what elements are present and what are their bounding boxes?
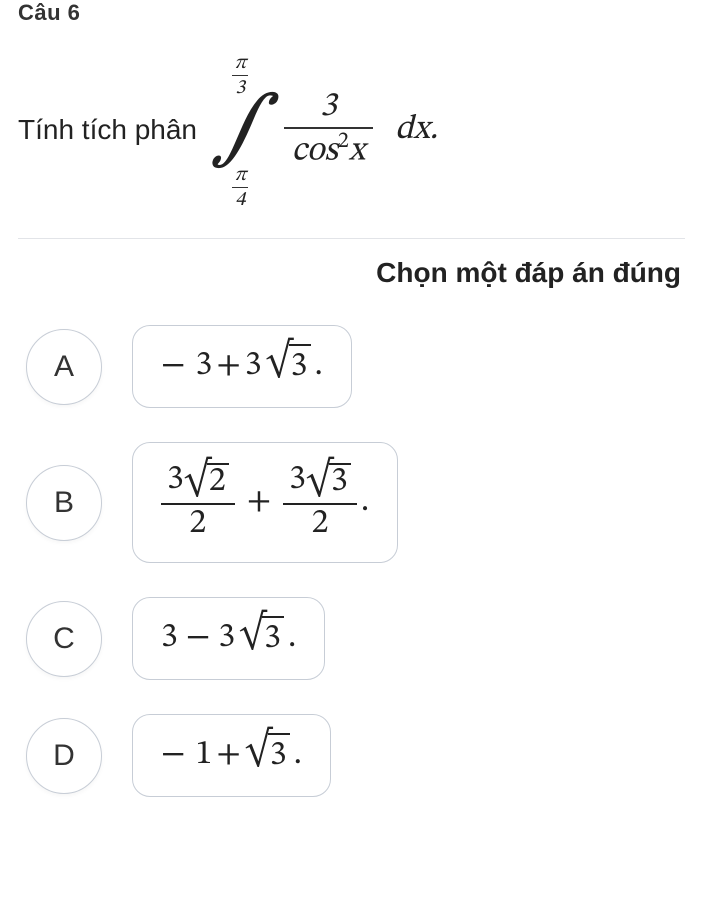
opt-a-part1: 3 <box>195 345 212 388</box>
opt-d-radicand: 3 <box>268 733 290 778</box>
exponent: 2 <box>338 131 349 153</box>
option-b: B 3√2 2 + 3√3 2 . <box>26 442 685 563</box>
option-d: D − 1 + √3 . <box>26 714 685 797</box>
question-number: Câu 6 <box>18 0 685 26</box>
opt-b-plus: + <box>247 481 271 524</box>
option-c-button[interactable]: C <box>26 601 102 677</box>
opt-b-t2-den: 2 <box>306 505 335 545</box>
cos-text: cos <box>292 135 338 169</box>
integrand-numer: 3 <box>312 88 345 128</box>
opt-c-part1: − <box>186 617 210 660</box>
integrand: 3 cos2x <box>284 88 373 173</box>
opt-b-t1-den: 2 <box>183 505 212 545</box>
lower-limit-denom: 4 <box>233 190 247 210</box>
option-a-content[interactable]: − 3 + 3 √3 . <box>132 325 352 408</box>
dx-text: dx. <box>395 109 438 152</box>
opt-b-t1-coef: 3 <box>167 463 184 497</box>
opt-d-tail: . <box>294 734 302 777</box>
opt-b-term2: 3√3 2 <box>283 461 357 544</box>
integrand-denom: cos2x <box>284 129 373 172</box>
option-b-content[interactable]: 3√2 2 + 3√3 2 . <box>132 442 398 563</box>
lower-limit-numer: π <box>232 165 248 185</box>
opt-a-tail: . <box>315 345 323 388</box>
opt-a-part0: − <box>161 345 185 388</box>
opt-d-part0: − <box>161 734 185 777</box>
option-a-button[interactable]: A <box>26 329 102 405</box>
integral-symbol-icon: ∫ <box>213 98 268 162</box>
option-b-button[interactable]: B <box>26 465 102 541</box>
opt-a-sqrt: √3 <box>266 344 311 389</box>
opt-d-sqrt: √3 <box>245 733 290 778</box>
opt-c-part2: 3 <box>218 617 235 660</box>
opt-c-tail: . <box>288 617 296 660</box>
opt-b-term1: 3√2 2 <box>161 461 235 544</box>
opt-c-sqrt: √3 <box>239 616 284 661</box>
divider <box>18 238 685 239</box>
question-body: Tính tích phân π 3 ∫ π 4 3 <box>18 50 685 210</box>
option-a: A − 3 + 3 √3 . <box>26 325 685 408</box>
opt-b-tail: . <box>361 481 369 524</box>
option-c-content[interactable]: 3 − 3 √3 . <box>132 597 325 680</box>
opt-d-part2: + <box>216 734 240 777</box>
question-stem: Tính tích phân <box>18 114 197 146</box>
opt-a-part3: 3 <box>245 345 262 388</box>
integral-expression: π 3 ∫ π 4 3 cos2x <box>211 50 438 210</box>
option-d-button[interactable]: D <box>26 718 102 794</box>
instruction-text: Chọn một đáp án đúng <box>18 257 681 289</box>
integral-sign: π 3 ∫ π 4 <box>213 50 268 210</box>
option-d-content[interactable]: − 1 + √3 . <box>132 714 331 797</box>
var-x: x <box>349 135 365 169</box>
opt-c-part0: 3 <box>161 617 178 660</box>
opt-c-radicand: 3 <box>262 616 284 661</box>
opt-a-part2: + <box>216 345 240 388</box>
option-c: C 3 − 3 √3 . <box>26 597 685 680</box>
options-list: A − 3 + 3 √3 . B 3√2 <box>18 325 685 797</box>
opt-b-t2-rad: 3 <box>329 463 351 501</box>
lower-limit: π 4 <box>232 162 248 210</box>
upper-limit-numer: π <box>232 53 248 73</box>
opt-d-part1: 1 <box>195 734 212 777</box>
opt-b-t1-rad: 2 <box>207 463 229 501</box>
opt-b-t2-coef: 3 <box>289 463 306 497</box>
opt-a-radicand: 3 <box>289 344 311 389</box>
